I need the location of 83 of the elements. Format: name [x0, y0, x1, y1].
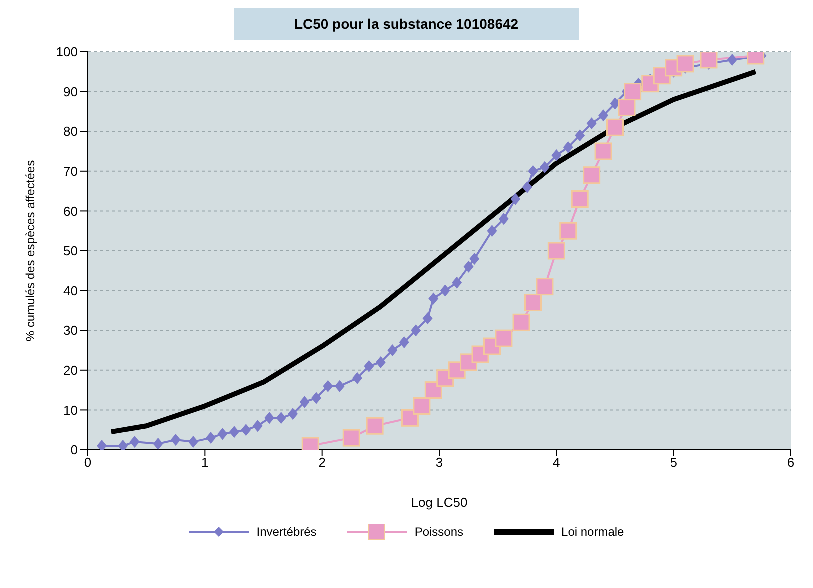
y-tick-label: 100: [56, 44, 78, 60]
y-tick-label: 50: [64, 244, 78, 259]
point: [548, 242, 566, 260]
x-tick-label: 1: [202, 455, 209, 470]
x-tick-label: 5: [670, 455, 678, 470]
point: [522, 181, 532, 194]
point: [495, 330, 513, 348]
point: [424, 382, 442, 400]
point: [388, 344, 398, 356]
point: [524, 294, 542, 312]
chart-title: LC50 pour la substance 10108642: [234, 8, 579, 40]
point: [311, 392, 322, 404]
point: [540, 161, 550, 174]
y-tick-label: 30: [64, 323, 78, 338]
y-tick-label: 20: [64, 363, 78, 378]
point: [536, 278, 554, 296]
point: [571, 190, 589, 208]
x-tick-label: 4: [553, 455, 560, 470]
point: [206, 432, 216, 444]
point: [586, 118, 597, 130]
point: [323, 380, 334, 392]
point: [422, 312, 433, 325]
point: [700, 52, 718, 69]
point: [130, 436, 140, 448]
point: [498, 213, 509, 226]
point: [676, 55, 694, 73]
point: [487, 225, 498, 238]
point: [428, 292, 439, 305]
point: [342, 429, 360, 447]
point: [512, 314, 530, 332]
point: [510, 193, 521, 206]
y-tick-label: 90: [64, 84, 78, 100]
y-tick-label: 0: [70, 442, 78, 458]
y-tick-label: 10: [64, 402, 78, 418]
point: [364, 360, 374, 372]
legend-label: Invertébrés: [256, 524, 317, 540]
point: [598, 110, 609, 122]
y-tick-label: 80: [64, 124, 78, 140]
point: [241, 424, 252, 436]
point: [188, 436, 198, 448]
point: [252, 420, 263, 432]
x-tick-label: 6: [787, 455, 795, 470]
point: [624, 83, 642, 101]
point: [413, 397, 431, 415]
x-tick-label: 3: [436, 455, 444, 470]
y-tick-label: 70: [64, 164, 78, 180]
point: [583, 166, 601, 184]
point: [464, 260, 474, 273]
y-axis-title: % cumulés des espèces affectées: [23, 160, 38, 342]
point: [440, 284, 450, 297]
x-tick-label: 2: [318, 455, 326, 470]
legend-label: Poissons: [414, 524, 464, 540]
point: [618, 98, 636, 116]
point: [399, 336, 410, 349]
point: [401, 409, 419, 427]
point: [334, 380, 345, 392]
point: [366, 417, 384, 435]
point: [218, 428, 228, 440]
point: [276, 412, 286, 424]
point: [552, 149, 562, 162]
point: [288, 408, 298, 420]
point: [153, 438, 164, 450]
point: [229, 426, 240, 438]
y-tick-label: 60: [64, 204, 78, 219]
point: [470, 252, 480, 265]
x-tick-label: 0: [84, 455, 92, 470]
point: [528, 165, 538, 178]
point: [563, 142, 574, 154]
y-tick-label: 40: [64, 283, 78, 298]
point: [560, 222, 578, 240]
point: [376, 356, 386, 368]
point: [300, 396, 310, 408]
point: [727, 54, 738, 66]
point: [575, 130, 586, 142]
point: [352, 372, 362, 384]
point: [411, 324, 422, 337]
point: [170, 434, 181, 446]
legend-label: Loi normale: [560, 524, 624, 540]
point: [594, 142, 612, 160]
point: [452, 276, 462, 289]
point: [264, 412, 275, 424]
point: [606, 118, 624, 136]
x-axis-title: Log LC50: [411, 495, 468, 510]
